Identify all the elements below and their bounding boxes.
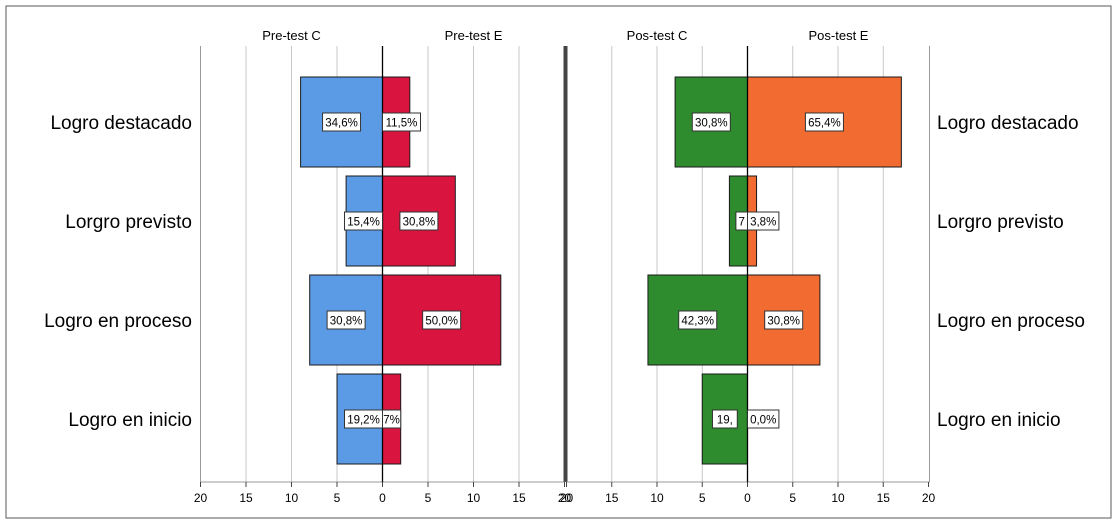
category-label-right-logro-destacado: Logro destacado	[937, 113, 1079, 134]
data-label-pos-test-c-logro-destacado: 30,8%	[691, 112, 731, 132]
category-labels: Logro destacado Logro destacado Lorgro pre…	[44, 113, 1085, 431]
series-title-pos-test-c: Pos-test C	[627, 28, 688, 43]
tick-label: 15	[512, 491, 526, 505]
series-title-pre-test-c: Pre-test C	[262, 28, 321, 43]
data-label-pos-test-e-logro-en-proceso: 30,8%	[764, 310, 804, 330]
category-label-right-logro-en-inicio: Logro en inicio	[937, 410, 1061, 431]
tick-label: 15	[877, 491, 891, 505]
data-label-box	[711, 409, 738, 429]
data-label-box	[382, 112, 421, 132]
category-label-left-lorgro-previsto: Lorgro previsto	[65, 212, 192, 233]
category-label-left-logro-destacado: Logro destacado	[50, 113, 192, 134]
tick-label: 0	[379, 491, 386, 505]
tick-label: 10	[650, 491, 664, 505]
category-label-left-logro-en-proceso: Logro en proceso	[44, 311, 192, 332]
data-label-pre-test-c-logro-en-proceso: 30,8%	[326, 310, 366, 330]
data-label-text: 30,8%	[403, 217, 436, 229]
chart-frame	[5, 5, 1112, 519]
data-label-text: 30,8%	[330, 316, 363, 328]
data-label-pre-test-e-lorgro-previsto: 30,8%	[399, 211, 439, 231]
series-title-pos-test-e: Pos-test E	[809, 28, 869, 43]
tick-label: 20	[560, 491, 574, 505]
data-label-text: 30,8%	[767, 316, 800, 328]
bar-pos-test-c-logro-en-proceso	[647, 274, 749, 366]
data-label-text: 19,2%	[347, 415, 380, 427]
data-label-box	[322, 112, 362, 132]
category-label-left-logro-en-inicio: Logro en inicio	[68, 410, 192, 431]
data-label-pos-test-e-lorgro-previsto: 3,8%	[747, 211, 780, 231]
data-label-text: 34,6%	[325, 118, 358, 130]
data-label-box	[691, 112, 731, 132]
bar-pos-test-c-logro-destacado	[674, 76, 748, 168]
panel-1: Pre-test C Pre-test E 34,6% 11,5% 15,4% 30,8%…	[194, 28, 572, 505]
data-labels: 30,8% 65,4% 7 3,8% 42,3% 30,8% 19, 0,0%	[678, 112, 844, 429]
tick-label: 20	[558, 491, 572, 505]
data-label-pos-test-c-lorgro-previsto: 7	[735, 211, 749, 231]
tick-label: 5	[425, 491, 432, 505]
category-label-right-logro-en-proceso: Logro en proceso	[937, 311, 1085, 332]
tick-label: 5	[334, 491, 341, 505]
data-label-text: 19,	[717, 415, 733, 427]
data-label-pos-test-e-logro-destacado: 65,4%	[804, 112, 844, 132]
tick-label: 5	[699, 491, 706, 505]
data-label-pre-test-c-lorgro-previsto: 15,4%	[344, 211, 383, 231]
category-label-right-lorgro-previsto: Lorgro previsto	[937, 212, 1064, 233]
data-label-box	[747, 409, 780, 429]
tick-label: 15	[605, 491, 619, 505]
data-label-box	[399, 211, 439, 231]
data-label-text: 3,8%	[750, 217, 776, 229]
data-label-text: 0,0%	[750, 415, 776, 427]
data-label-pre-test-e-logro-en-proceso: 50,0%	[422, 310, 462, 330]
data-label-pre-test-e-logro-destacado: 11,5%	[382, 112, 421, 132]
x-axis-ticks: 20 15 10 5 0 5 10 15 20	[194, 482, 572, 505]
data-label-box	[382, 409, 402, 429]
data-label-text: 7	[738, 217, 744, 229]
data-label-text: 30,8%	[695, 118, 728, 130]
tick-label: 20	[194, 491, 208, 505]
data-label-text: 11,5%	[386, 118, 418, 130]
data-labels: 34,6% 11,5% 15,4% 30,8% 30,8% 50,0% 19,2% 7%	[322, 112, 462, 429]
tick-label: 0	[744, 491, 751, 505]
data-label-pos-test-e-logro-en-inicio: 0,0%	[747, 409, 780, 429]
data-label-text: 42,3%	[681, 316, 714, 328]
tick-label: 10	[831, 491, 845, 505]
data-label-box	[747, 211, 780, 231]
x-axis-ticks: 20 15 10 5 0 5 10 15 20	[560, 482, 936, 505]
data-label-box	[326, 310, 366, 330]
data-label-pre-test-c-logro-destacado: 34,6%	[322, 112, 362, 132]
tick-label: 5	[789, 491, 796, 505]
data-label-pos-test-c-logro-en-proceso: 42,3%	[678, 310, 718, 330]
bars	[647, 76, 902, 465]
data-label-text: 7%	[383, 415, 400, 427]
data-label-pre-test-c-logro-en-inicio: 19,2%	[344, 409, 383, 429]
data-label-box	[804, 112, 844, 132]
panels: Pre-test C Pre-test E 34,6% 11,5% 15,4% 30,8%…	[194, 28, 936, 505]
data-label-pre-test-e-logro-en-inicio: 7%	[382, 409, 402, 429]
data-label-text: 50,0%	[425, 316, 458, 328]
data-label-box	[344, 211, 383, 231]
data-label-box	[422, 310, 462, 330]
data-label-box	[678, 310, 718, 330]
data-label-text: 15,4%	[347, 217, 380, 229]
tick-label: 10	[285, 491, 299, 505]
tick-label: 20	[922, 491, 936, 505]
tick-label: 15	[239, 491, 253, 505]
panel-2: Pos-test C Pos-test E 30,8% 65,4% 7 3,8% 42,3%…	[560, 28, 936, 505]
tick-label: 10	[467, 491, 481, 505]
data-label-text: 65,4%	[808, 118, 841, 130]
series-title-pre-test-e: Pre-test E	[445, 28, 503, 43]
data-label-pos-test-c-logro-en-inicio: 19,	[711, 409, 738, 429]
data-label-box	[764, 310, 804, 330]
